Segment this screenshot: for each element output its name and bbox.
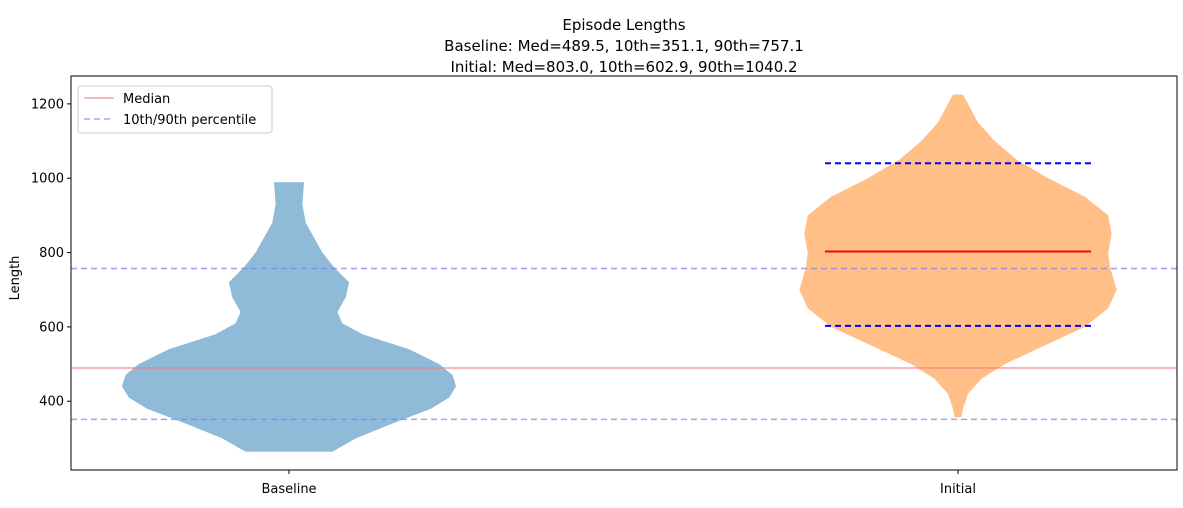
y-tick-label-400: 400	[39, 395, 64, 410]
violin-initial	[799, 94, 1117, 418]
y-tick-label-1200: 1200	[31, 97, 64, 112]
chart-subtitle-initial: Initial: Med=803.0, 10th=602.9, 90th=104…	[450, 58, 797, 76]
legend: Median 10th/90th percentile	[77, 85, 273, 134]
y-tick-label-1000: 1000	[31, 172, 64, 187]
reference-lines	[71, 267, 1177, 421]
violin-bodies	[122, 94, 1117, 452]
x-tick-label-baseline: Baseline	[261, 482, 316, 497]
legend-percentile-label: 10th/90th percentile	[123, 113, 256, 128]
x-tick-label-initial: Initial	[940, 482, 976, 497]
axis-ticks: 400 600 800 1000 1200 Baseline Initial	[31, 97, 976, 497]
plot-frame	[70, 75, 1178, 471]
y-tick-label-600: 600	[39, 320, 64, 335]
chart-title: Episode Lengths	[562, 16, 685, 34]
legend-box	[77, 85, 273, 134]
inner-percentile-lines	[825, 162, 1091, 327]
y-tick-label-800: 800	[39, 246, 64, 261]
y-axis-label: Length	[8, 256, 23, 301]
legend-median-label: Median	[123, 92, 170, 107]
chart-subtitle-baseline: Baseline: Med=489.5, 10th=351.1, 90th=75…	[444, 37, 804, 55]
violin-baseline	[122, 182, 456, 452]
